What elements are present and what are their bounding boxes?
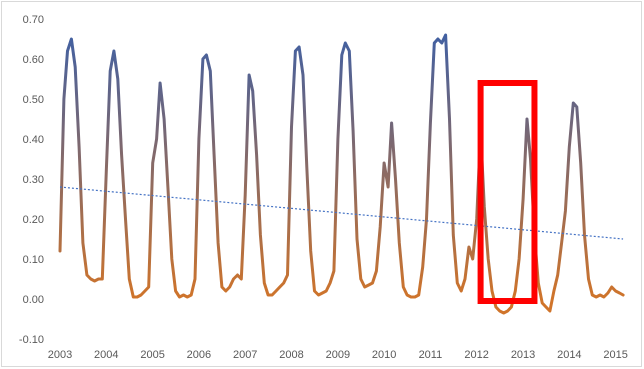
x-tick-label: 2010 — [372, 349, 396, 361]
y-tick-label: 0.10 — [23, 254, 44, 266]
x-tick-label: 2011 — [419, 349, 443, 361]
x-tick-label: 2004 — [94, 349, 118, 361]
y-tick-label: 0.70 — [23, 14, 44, 26]
y-axis-ticks: 0.70 0.60 0.50 0.40 0.30 0.20 0.10 0.00 -0.10 — [19, 14, 44, 346]
x-tick-label: 2009 — [326, 349, 350, 361]
y-tick-label: 0.60 — [23, 54, 44, 66]
x-tick-label: 2005 — [140, 349, 164, 361]
x-tick-label: 2007 — [233, 349, 257, 361]
x-tick-label: 2006 — [187, 349, 211, 361]
y-tick-label: 0.50 — [23, 94, 44, 106]
x-tick-label: 2008 — [279, 349, 303, 361]
x-tick-label: 2013 — [511, 349, 535, 361]
y-tick-label: 0.00 — [23, 294, 44, 306]
x-tick-label: 2015 — [603, 349, 627, 361]
x-tick-label: 2003 — [48, 349, 72, 361]
y-tick-label: 0.40 — [23, 134, 44, 146]
x-tick-label: 2012 — [464, 349, 488, 361]
series-line — [58, 33, 625, 315]
highlight-box — [477, 80, 538, 304]
y-tick-label: 0.30 — [23, 174, 44, 186]
y-tick-label: -0.10 — [19, 334, 44, 346]
y-tick-label: 0.20 — [23, 214, 44, 226]
trend-line — [59, 186, 624, 240]
x-tick-label: 2014 — [557, 349, 581, 361]
x-axis-ticks: 2003 2004 2005 2006 2007 2008 2009 2010 2011 2012… — [48, 349, 628, 361]
